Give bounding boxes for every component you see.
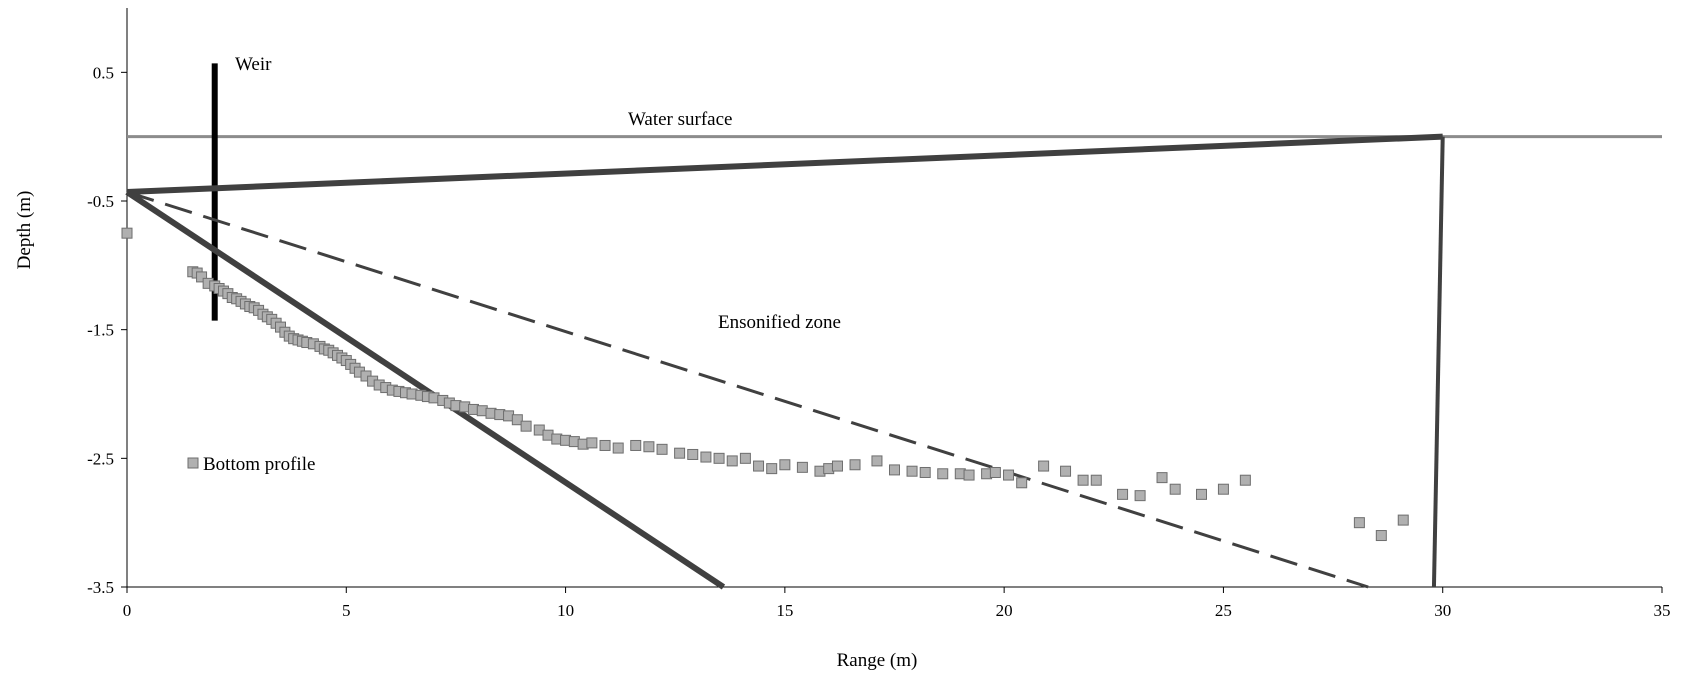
x-tick-label: 0: [123, 601, 132, 620]
y-tick-label: -2.5: [87, 449, 114, 468]
bottom-profile-point: [871, 455, 883, 467]
bottom-profile-point: [726, 455, 738, 467]
beam-center: [126, 190, 1369, 589]
bottom-profile-point: [586, 437, 598, 449]
reference-lines: [125, 63, 1662, 590]
bottom-profile-point: [700, 451, 712, 463]
beam-lower-edge: [125, 189, 726, 590]
bottom-profile-point: [889, 464, 900, 476]
bottom-profile-point: [1134, 490, 1146, 502]
bottom-profile-point: [831, 460, 843, 472]
bottom-profile-point: [1090, 474, 1102, 486]
bottom-profile-point: [656, 443, 668, 455]
x-tick-label: 20: [996, 601, 1013, 620]
bottom-profile-point: [520, 420, 532, 432]
water-surface-label: Water surface: [628, 109, 732, 130]
bottom-profile-point: [937, 468, 949, 480]
bottom-profile-point: [630, 439, 642, 451]
bottom-profile-point: [121, 227, 133, 239]
bottom-profile-point: [511, 414, 523, 426]
bottom-profile-point: [1375, 530, 1387, 542]
weir-label: Weir: [235, 54, 272, 75]
x-tick-label: 15: [776, 601, 793, 620]
bottom-profile-point: [599, 439, 611, 451]
bottom-profile-point: [1077, 474, 1089, 486]
beam-upper-edge: [126, 133, 1443, 195]
x-tick-label: 35: [1654, 601, 1671, 620]
bottom-profile-point: [643, 441, 655, 453]
x-tick-label: 30: [1434, 601, 1451, 620]
bottom-profile-point: [1397, 514, 1409, 526]
axes: [121, 8, 1663, 593]
legend-marker-square: [187, 457, 199, 469]
bottom-profile-point: [849, 459, 861, 471]
bottom-profile-point: [766, 463, 778, 475]
bottom-profile-point: [1217, 483, 1229, 495]
bottom-profile-point: [753, 460, 765, 472]
bottom-profile-point: [963, 469, 975, 481]
legend-label-bottom-profile: Bottom profile: [203, 454, 315, 475]
y-tick-label: 0.5: [93, 63, 114, 82]
bottom-profile-point: [989, 466, 1001, 478]
bottom-profile-point: [1239, 474, 1251, 486]
bottom-profile-point: [713, 452, 725, 464]
bottom-profile-point: [1038, 460, 1050, 472]
y-tick-label: -0.5: [87, 192, 114, 211]
bottom-profile-point: [1117, 488, 1129, 500]
bottom-profile-point: [739, 452, 751, 464]
x-tick-label: 5: [342, 601, 351, 620]
y-axis-title: Depth (m): [14, 191, 35, 270]
y-tick-label: -1.5: [87, 321, 114, 340]
bottom-profile-point: [196, 271, 208, 283]
bottom-profile-point: [1016, 477, 1028, 489]
bottom-profile-point: [687, 448, 699, 460]
bottom-profile-point: [1156, 472, 1168, 484]
bottom-profile-points: [121, 227, 1409, 542]
bottom-profile-point: [612, 442, 624, 454]
bottom-profile-legend: Bottom profile: [187, 454, 315, 475]
bottom-profile-point: [796, 461, 808, 473]
range-limit: [1431, 136, 1445, 588]
ensonified-zone-label: Ensonified zone: [718, 312, 841, 333]
x-axis-title: Range (m): [837, 650, 918, 671]
bottom-profile-point: [1003, 469, 1015, 481]
bottom-profile-point: [1353, 517, 1365, 529]
x-tick-label: 25: [1215, 601, 1232, 620]
x-tick-label: 10: [557, 601, 574, 620]
bottom-profile-point: [779, 459, 791, 471]
y-tick-label: -3.5: [87, 578, 114, 597]
bottom-profile-point: [1169, 483, 1181, 495]
bottom-profile-point: [906, 465, 918, 477]
bottom-profile-point: [919, 466, 931, 478]
bottom-profile-point: [1196, 488, 1207, 500]
tick-labels: 0 5 10 15 20 25 30 35 0.5 -0.5 -1.5 -2.5 -3.5: [87, 63, 1670, 620]
bottom-profile-point: [1060, 465, 1072, 477]
bottom-profile-point: [674, 447, 686, 459]
